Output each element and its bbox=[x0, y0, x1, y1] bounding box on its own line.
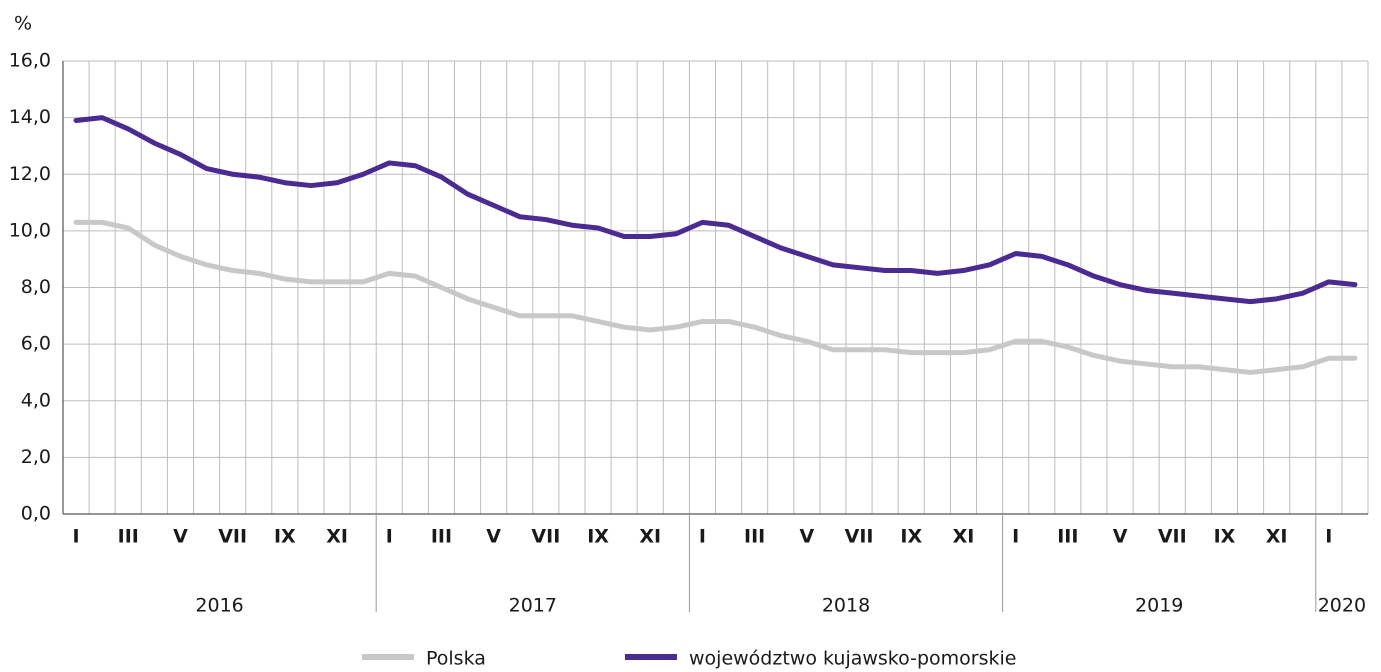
year-label: 2018 bbox=[822, 595, 870, 617]
year-label: 2017 bbox=[509, 595, 557, 617]
y-tick-label: 4,0 bbox=[21, 389, 51, 411]
y-tick-label: 8,0 bbox=[21, 276, 51, 298]
x-tick-label: III bbox=[744, 526, 765, 548]
x-tick-label: IX bbox=[900, 526, 922, 548]
x-tick-label: V bbox=[486, 526, 501, 548]
y-axis-label: % bbox=[14, 13, 32, 35]
x-tick-label: IX bbox=[1214, 526, 1236, 548]
y-tick-label: 6,0 bbox=[21, 333, 51, 355]
x-tick-label: IX bbox=[587, 526, 609, 548]
x-tick-label: I bbox=[1012, 526, 1019, 548]
x-tick-label: XI bbox=[326, 526, 348, 548]
x-tick-label: I bbox=[699, 526, 706, 548]
x-tick-label: I bbox=[73, 526, 80, 548]
x-tick-label: V bbox=[1113, 526, 1128, 548]
x-tick-label: I bbox=[386, 526, 393, 548]
year-label: 2020 bbox=[1318, 595, 1366, 617]
legend-label: województwo kujawsko-pomorskie bbox=[689, 648, 1016, 670]
x-tick-label: III bbox=[1057, 526, 1078, 548]
year-label: 2016 bbox=[195, 595, 243, 617]
y-tick-label: 0,0 bbox=[21, 503, 51, 525]
year-label: 2019 bbox=[1135, 595, 1183, 617]
x-tick-label: VII bbox=[1158, 526, 1187, 548]
x-tick-label: I bbox=[1325, 526, 1332, 548]
x-tick-label: VII bbox=[531, 526, 560, 548]
data-line bbox=[73, 219, 1358, 375]
y-tick-label: 12,0 bbox=[9, 163, 51, 185]
x-tick-label: III bbox=[118, 526, 139, 548]
legend-label: Polska bbox=[426, 648, 486, 670]
x-tick-label: VII bbox=[845, 526, 874, 548]
x-tick-label: V bbox=[173, 526, 188, 548]
y-tick-label: 14,0 bbox=[9, 106, 51, 128]
x-tick-label: XI bbox=[1266, 526, 1288, 548]
x-tick-label: XI bbox=[639, 526, 661, 548]
x-tick-label: III bbox=[431, 526, 452, 548]
y-tick-label: 16,0 bbox=[9, 50, 51, 72]
x-tick-label: VII bbox=[218, 526, 247, 548]
y-tick-label: 2,0 bbox=[21, 446, 51, 468]
y-tick-label: 10,0 bbox=[9, 219, 51, 241]
x-tick-label: V bbox=[799, 526, 814, 548]
data-line bbox=[73, 115, 1358, 305]
x-tick-label: XI bbox=[953, 526, 975, 548]
x-tick-label: IX bbox=[274, 526, 296, 548]
